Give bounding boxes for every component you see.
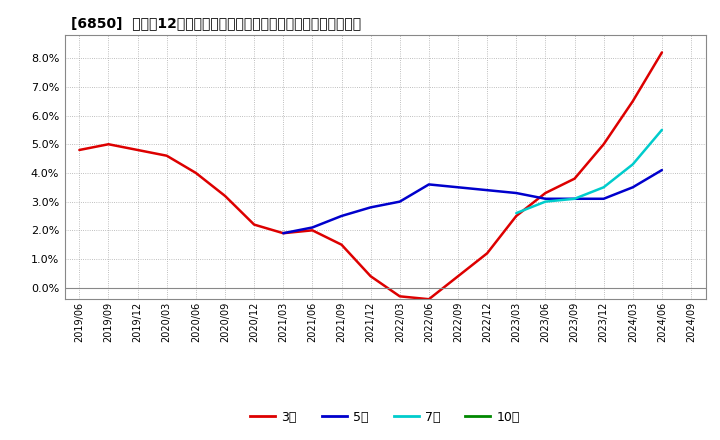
Legend: 3年, 5年, 7年, 10年: 3年, 5年, 7年, 10年 <box>246 406 525 429</box>
Text: [6850]  売上高12か月移動合計の対前年同期増減率の平均値の推移: [6850] 売上高12か月移動合計の対前年同期増減率の平均値の推移 <box>71 16 361 30</box>
